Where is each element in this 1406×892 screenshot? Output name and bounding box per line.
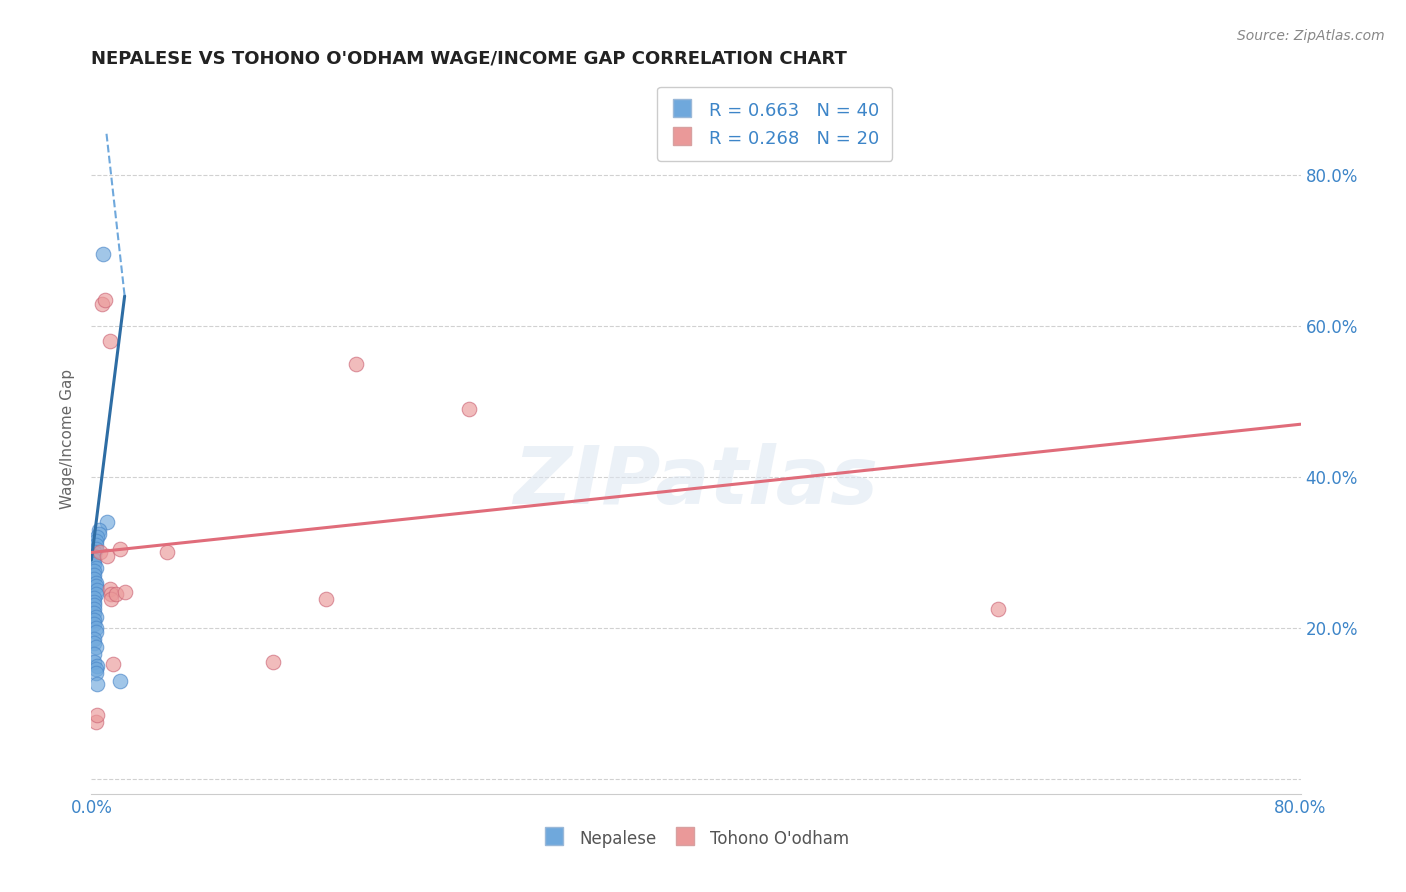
Text: Source: ZipAtlas.com: Source: ZipAtlas.com — [1237, 29, 1385, 43]
Point — [108, 541, 131, 556]
Point — [104, 587, 127, 601]
Point — [86, 677, 108, 691]
Point — [84, 715, 107, 730]
Point — [84, 662, 107, 676]
Point — [87, 523, 110, 537]
Point — [100, 587, 122, 601]
Point — [83, 636, 105, 650]
Point — [84, 575, 107, 590]
Point — [84, 541, 107, 556]
Point — [83, 617, 105, 632]
Point — [84, 640, 107, 654]
Point — [84, 624, 107, 639]
Text: ZIPatlas: ZIPatlas — [513, 442, 879, 521]
Point — [98, 334, 121, 349]
Point — [84, 579, 107, 593]
Point — [84, 534, 107, 549]
Legend: Nepalese, Tohono O'odham: Nepalese, Tohono O'odham — [534, 821, 858, 856]
Point — [87, 526, 110, 541]
Point — [84, 609, 107, 624]
Point — [83, 613, 105, 627]
Point — [84, 538, 107, 552]
Point — [83, 632, 105, 647]
Point — [101, 657, 124, 672]
Text: NEPALESE VS TOHONO O'ODHAM WAGE/INCOME GAP CORRELATION CHART: NEPALESE VS TOHONO O'ODHAM WAGE/INCOME G… — [91, 50, 848, 68]
Point — [96, 549, 118, 564]
Point — [83, 594, 105, 608]
Point — [83, 648, 105, 662]
Point — [262, 655, 284, 669]
Point — [83, 606, 105, 620]
Point — [156, 545, 179, 559]
Point — [83, 568, 105, 582]
Point — [94, 293, 117, 307]
Point — [84, 560, 107, 574]
Point — [98, 582, 121, 596]
Point — [86, 658, 108, 673]
Point — [83, 591, 105, 605]
Point — [89, 545, 111, 559]
Point — [83, 599, 105, 613]
Point — [344, 357, 367, 371]
Point — [83, 549, 105, 564]
Point — [83, 602, 105, 616]
Point — [83, 557, 105, 571]
Point — [114, 584, 136, 599]
Point — [84, 587, 107, 601]
Point — [84, 621, 107, 635]
Point — [83, 565, 105, 579]
Point — [458, 402, 481, 417]
Point — [100, 592, 122, 607]
Point — [86, 530, 108, 544]
Point — [93, 247, 115, 261]
Point — [86, 707, 108, 722]
Point — [96, 516, 118, 530]
Point — [315, 592, 337, 607]
Point — [86, 583, 108, 598]
Point — [83, 655, 105, 669]
Point — [83, 545, 105, 559]
Y-axis label: Wage/Income Gap: Wage/Income Gap — [60, 369, 76, 509]
Point — [91, 296, 114, 310]
Point — [83, 553, 105, 567]
Point — [84, 666, 107, 681]
Point — [987, 602, 1010, 616]
Point — [108, 673, 131, 688]
Point — [83, 572, 105, 586]
